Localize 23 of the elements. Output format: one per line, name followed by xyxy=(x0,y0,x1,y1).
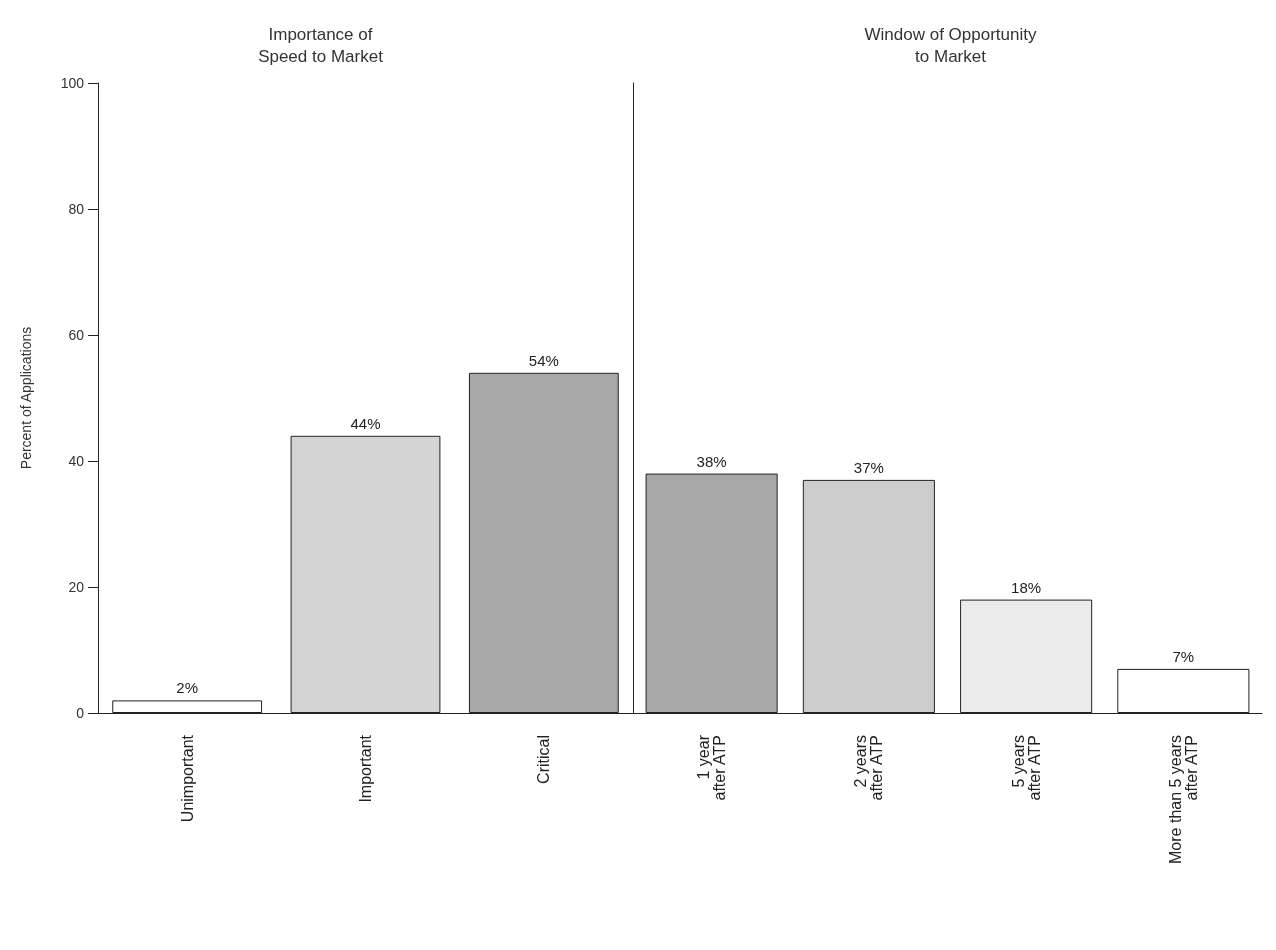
data-label: 54% xyxy=(528,351,559,369)
y-tick-label: 100 xyxy=(60,75,85,91)
y-tick-label: 40 xyxy=(68,453,85,469)
data-label: 7% xyxy=(1172,647,1195,665)
chart-title: Window of Opportunity to Market xyxy=(864,24,1037,66)
data-label: 18% xyxy=(1011,578,1042,596)
x-tick-label: Important xyxy=(357,734,374,803)
x-tick-label: Critical xyxy=(535,735,553,784)
chart-title: Importance of Speed to Market xyxy=(258,24,384,66)
x-tick-label: More than 5 years after ATP xyxy=(1166,735,1200,864)
x-tick-label: Unimportant xyxy=(178,734,196,823)
x-tick-label: 2 years after ATP xyxy=(852,735,886,801)
data-label: 38% xyxy=(696,452,727,470)
y-tick-label: 60 xyxy=(68,327,85,343)
x-tick-label: 5 years after ATP xyxy=(1009,735,1043,801)
x-tick-label: 1 year after ATP xyxy=(695,734,729,801)
y-tick-label: 20 xyxy=(68,579,85,595)
y-tick-label: 80 xyxy=(68,201,85,217)
y-tick-label: 0 xyxy=(76,705,85,721)
data-label: 2% xyxy=(176,679,199,697)
y-axis-title: Percent of Applications xyxy=(18,326,34,470)
data-label: 37% xyxy=(853,458,884,476)
data-label: 44% xyxy=(350,414,381,432)
